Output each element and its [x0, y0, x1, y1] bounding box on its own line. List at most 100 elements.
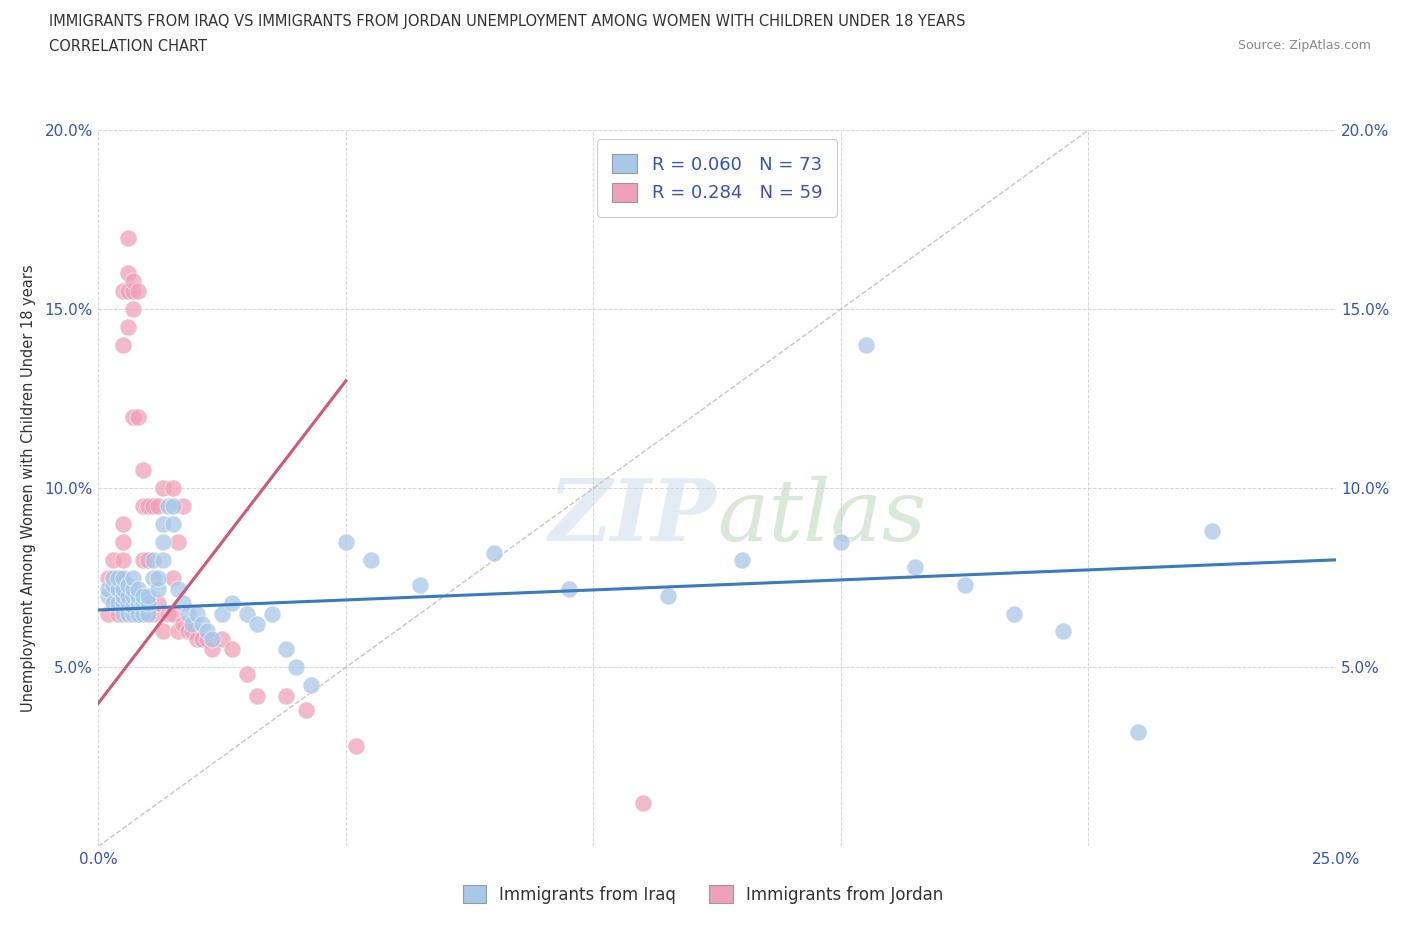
Point: [146, 581, 169, 596]
Point: [236, 606, 259, 621]
Point: [904, 560, 927, 575]
Point: [142, 498, 165, 513]
Point: [409, 578, 432, 592]
Point: [112, 284, 135, 299]
Point: [195, 624, 218, 639]
Point: [855, 338, 877, 352]
Point: [112, 589, 135, 604]
Point: [112, 338, 135, 352]
Text: CORRELATION CHART: CORRELATION CHART: [49, 39, 207, 54]
Point: [166, 624, 188, 639]
Point: [162, 570, 184, 585]
Point: [172, 498, 194, 513]
Point: [122, 273, 145, 288]
Point: [117, 606, 139, 621]
Point: [107, 595, 129, 610]
Point: [122, 284, 145, 299]
Point: [122, 606, 145, 621]
Point: [731, 552, 754, 567]
Point: [246, 617, 269, 631]
Point: [117, 284, 139, 299]
Point: [127, 606, 149, 621]
Point: [107, 606, 129, 621]
Text: IMMIGRANTS FROM IRAQ VS IMMIGRANTS FROM JORDAN UNEMPLOYMENT AMONG WOMEN WITH CHI: IMMIGRANTS FROM IRAQ VS IMMIGRANTS FROM …: [49, 14, 966, 29]
Point: [1201, 524, 1223, 538]
Point: [142, 570, 165, 585]
Point: [132, 498, 155, 513]
Point: [152, 624, 174, 639]
Point: [162, 498, 184, 513]
Point: [117, 589, 139, 604]
Point: [152, 481, 174, 496]
Point: [107, 581, 129, 596]
Point: [276, 688, 298, 703]
Point: [236, 667, 259, 682]
Point: [142, 606, 165, 621]
Point: [299, 678, 322, 693]
Point: [191, 631, 214, 646]
Point: [112, 517, 135, 532]
Point: [136, 498, 159, 513]
Point: [122, 302, 145, 317]
Point: [132, 552, 155, 567]
Point: [112, 552, 135, 567]
Point: [117, 578, 139, 592]
Point: [103, 578, 125, 592]
Legend: Immigrants from Iraq, Immigrants from Jordan: Immigrants from Iraq, Immigrants from Jo…: [450, 871, 956, 917]
Point: [122, 599, 145, 614]
Point: [136, 595, 159, 610]
Point: [103, 570, 125, 585]
Point: [127, 581, 149, 596]
Point: [132, 589, 155, 604]
Point: [112, 581, 135, 596]
Point: [97, 589, 120, 604]
Point: [211, 606, 233, 621]
Point: [103, 589, 125, 604]
Point: [246, 688, 269, 703]
Point: [127, 409, 149, 424]
Point: [152, 552, 174, 567]
Point: [112, 606, 135, 621]
Point: [103, 552, 125, 567]
Point: [122, 409, 145, 424]
Point: [176, 624, 198, 639]
Point: [156, 498, 179, 513]
Point: [195, 631, 218, 646]
Point: [132, 595, 155, 610]
Point: [657, 589, 679, 604]
Point: [344, 738, 367, 753]
Y-axis label: Unemployment Among Women with Children Under 18 years: Unemployment Among Women with Children U…: [21, 264, 37, 712]
Point: [285, 660, 308, 675]
Point: [127, 284, 149, 299]
Point: [152, 517, 174, 532]
Point: [162, 606, 184, 621]
Point: [201, 642, 224, 657]
Point: [181, 624, 204, 639]
Point: [122, 589, 145, 604]
Point: [176, 606, 198, 621]
Point: [260, 606, 283, 621]
Point: [122, 570, 145, 585]
Point: [211, 631, 233, 646]
Point: [136, 589, 159, 604]
Point: [97, 581, 120, 596]
Point: [117, 266, 139, 281]
Point: [186, 631, 208, 646]
Point: [112, 570, 135, 585]
Point: [107, 595, 129, 610]
Point: [107, 570, 129, 585]
Point: [181, 617, 204, 631]
Point: [112, 595, 135, 610]
Point: [107, 570, 129, 585]
Point: [276, 642, 298, 657]
Point: [127, 595, 149, 610]
Point: [295, 703, 318, 718]
Text: ZIP: ZIP: [550, 475, 717, 559]
Point: [117, 320, 139, 335]
Point: [830, 535, 852, 550]
Point: [162, 481, 184, 496]
Point: [166, 535, 188, 550]
Point: [103, 595, 125, 610]
Point: [191, 617, 214, 631]
Point: [97, 570, 120, 585]
